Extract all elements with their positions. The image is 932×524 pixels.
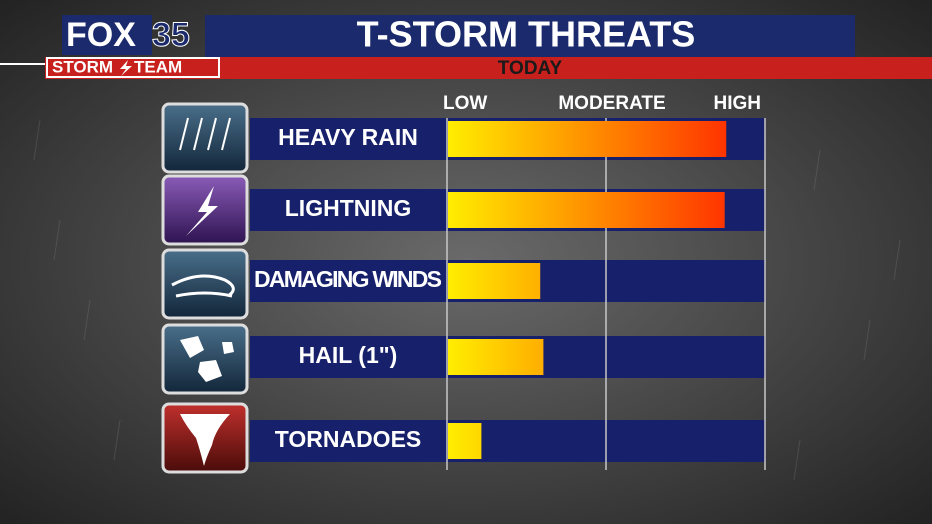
rain-streaks [33, 119, 901, 481]
category-label: LIGHTNING [285, 195, 412, 221]
logo-fox: FOX [66, 16, 136, 54]
wind [171, 274, 235, 298]
logo-team: TEAM [134, 57, 182, 76]
bar [448, 423, 482, 459]
storm-team-box [46, 57, 220, 78]
chart-title: T-STORM THREATS [357, 14, 696, 55]
x-tick-label: MODERATE [558, 93, 665, 114]
category-label: TORNADOES [275, 426, 422, 452]
x-tick-label: HIGH [714, 93, 762, 114]
icon-rain [161, 102, 249, 174]
subtitle-bar [45, 57, 932, 79]
tornado [180, 414, 230, 466]
icon-wind [161, 248, 249, 320]
icons [161, 102, 249, 474]
logo-bolt [120, 60, 132, 76]
bar [448, 192, 725, 228]
bar [448, 263, 541, 299]
bolt [186, 186, 218, 236]
x-tick-label: LOW [443, 93, 487, 114]
hail [180, 336, 234, 382]
category-label: HEAVY RAIN [278, 124, 418, 150]
chart-subtitle: TODAY [498, 58, 563, 79]
logo-number: 35 [152, 16, 190, 54]
category-label: DAMAGING WINDS [254, 266, 442, 292]
logo-storm: STORM [52, 57, 113, 76]
logo-box [62, 15, 152, 55]
title-bar [205, 15, 855, 57]
icon-hail [161, 323, 249, 395]
row-panel [250, 420, 765, 462]
category-label: HAIL (1") [299, 342, 398, 368]
bar [448, 339, 544, 375]
bar [448, 121, 727, 157]
rain-drops [179, 117, 231, 151]
